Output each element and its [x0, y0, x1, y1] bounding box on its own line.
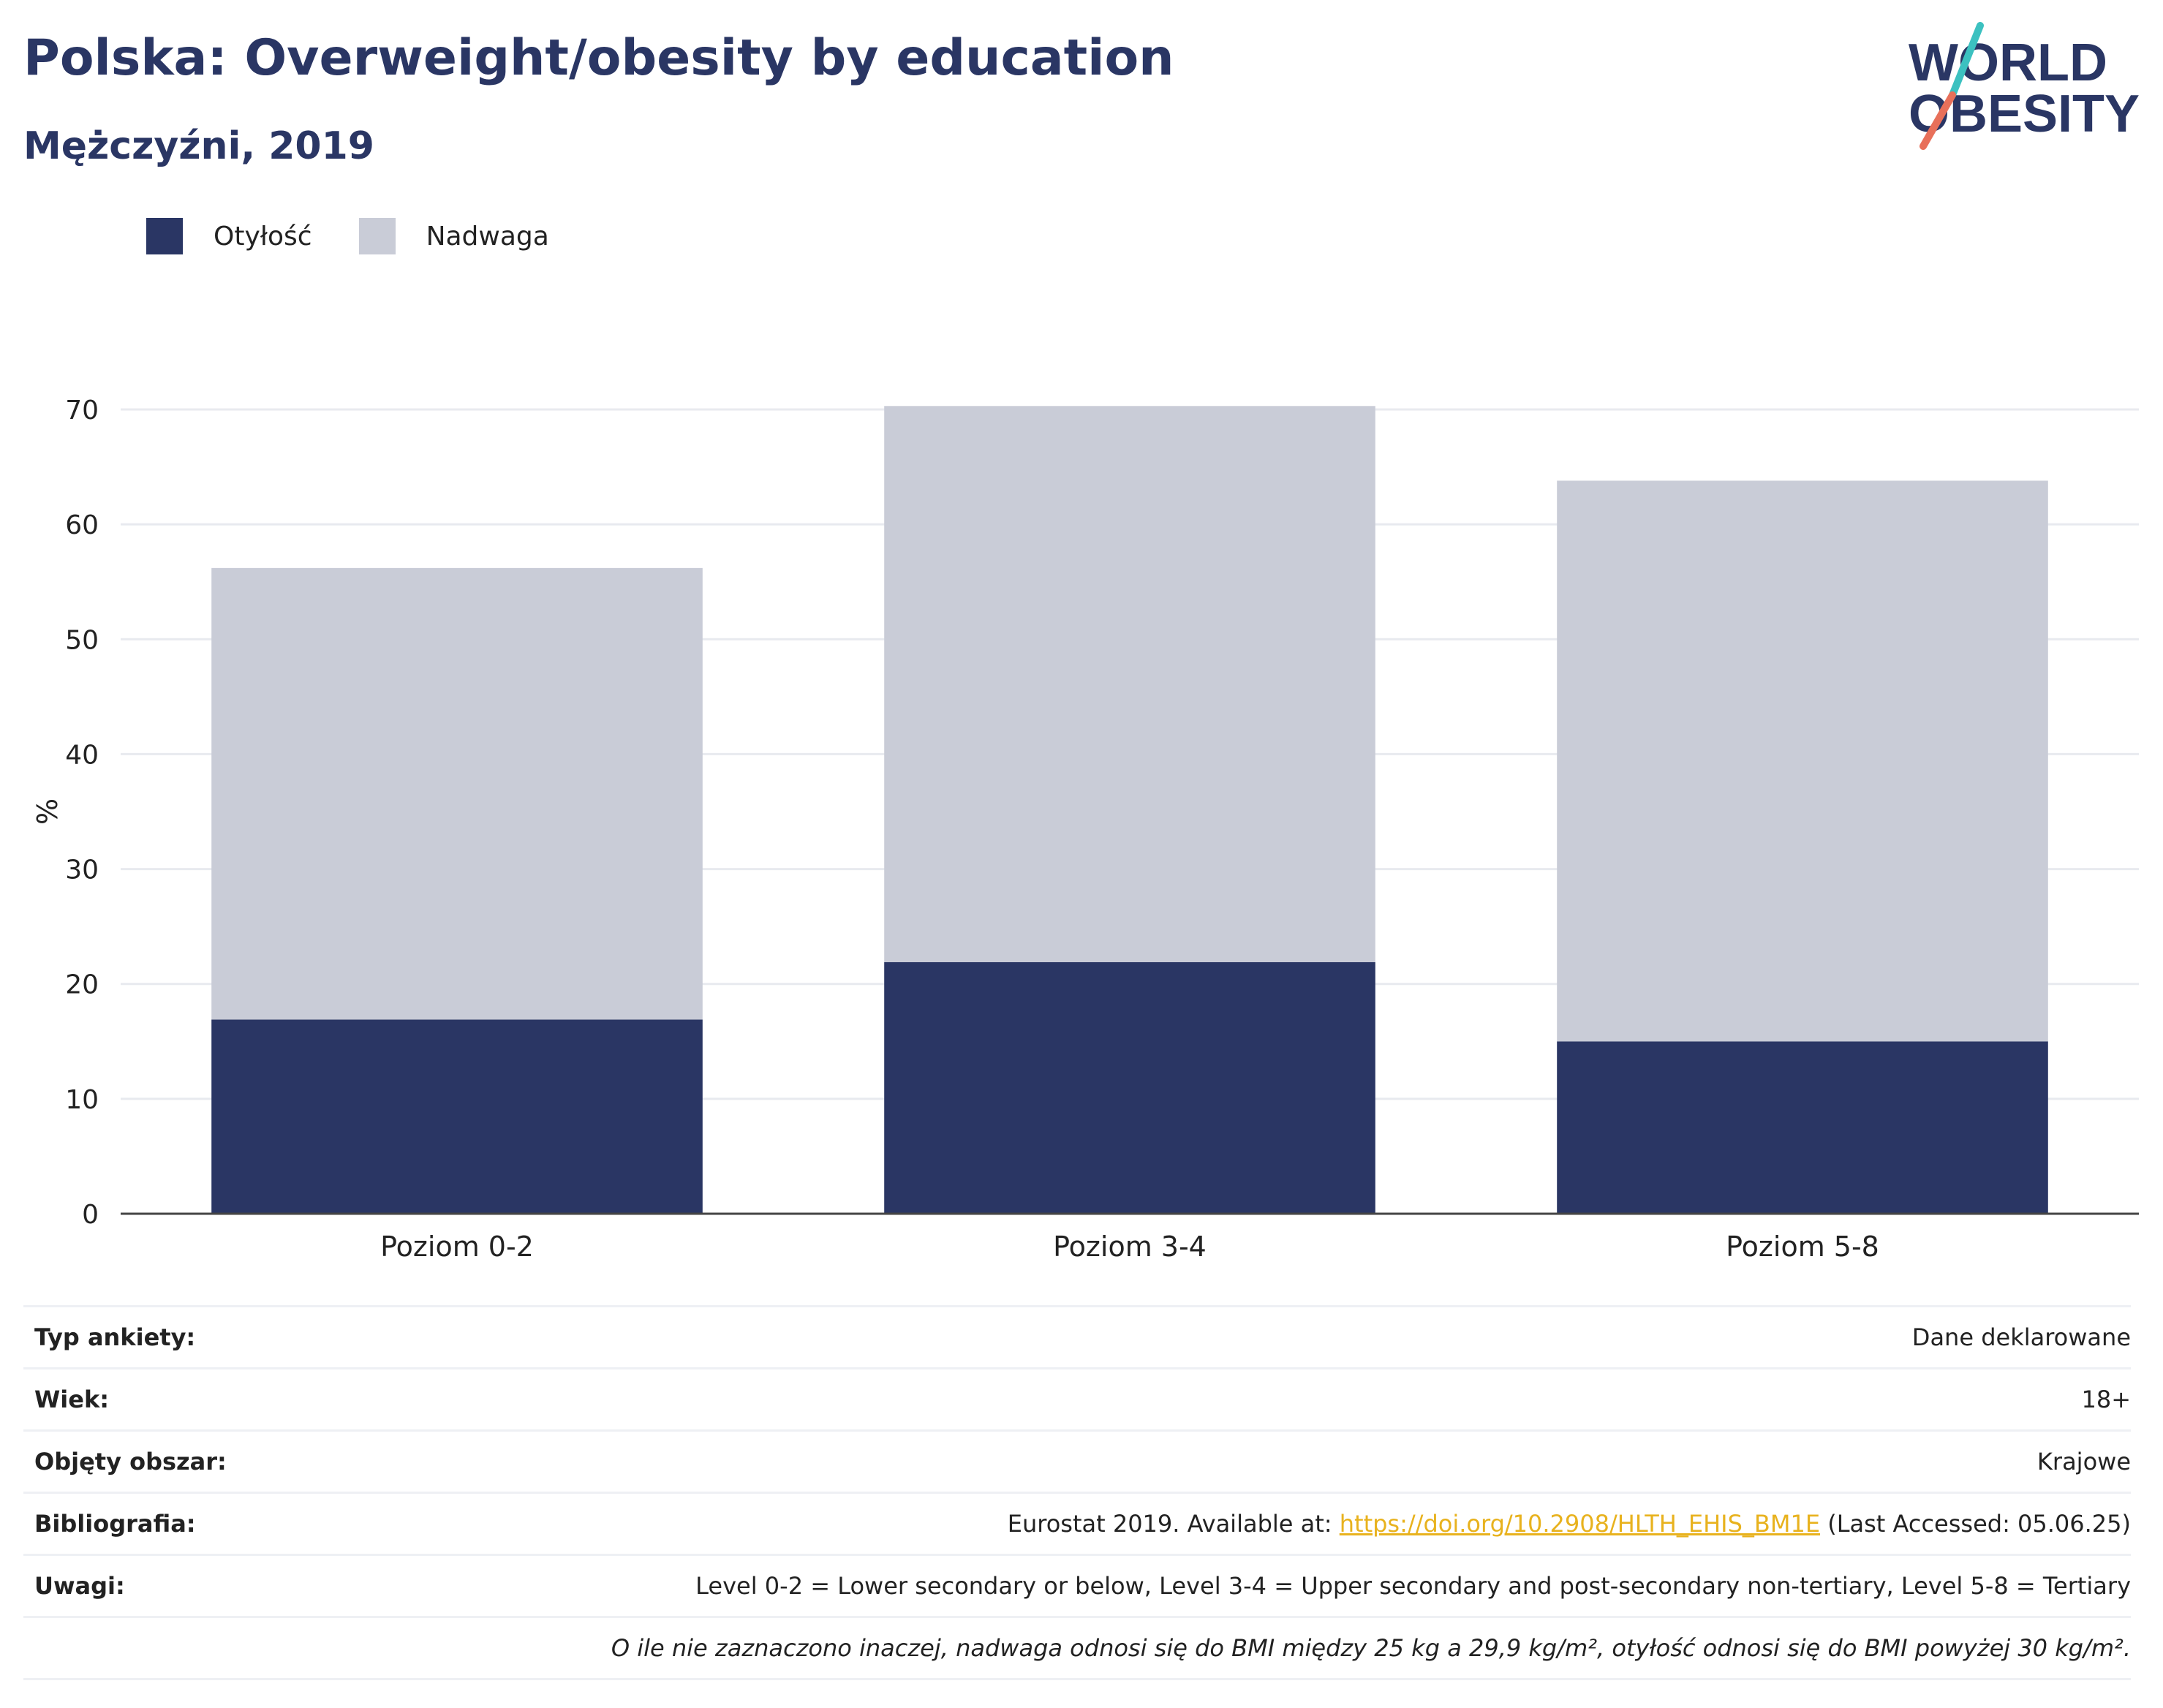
bar-overweight-1: [211, 567, 703, 1020]
bar-obesity-3: [1557, 1041, 2048, 1214]
bar-obesity-1: [211, 1019, 703, 1214]
y-tick-label: 60: [65, 510, 99, 540]
stacked-bar-chart: 0 10 20 30 40 50 60 70% Poziom 0-2 Poziom 3-4 Pozi…: [31, 396, 2139, 1263]
info-row-notes: Uwagi: Level 0-2 = Lower secondary or be…: [23, 1554, 2131, 1616]
info-row-survey: Typ ankiety: Dane deklarowane: [23, 1305, 2131, 1367]
x-tick-label: Poziom 0-2: [380, 1231, 534, 1263]
info-table: Typ ankiety: Dane deklarowane Wiek: 18+ …: [23, 1305, 2131, 1680]
notes-value: Level 0-2 = Lower secondary or below, Le…: [695, 1572, 2131, 1600]
info-row-footnote: O ile nie zaznaczono inaczej, nadwaga od…: [23, 1616, 2131, 1680]
chart-title: Polska: Overweight/obesity by education: [23, 29, 1174, 87]
legend-label-overweight: Nadwaga: [426, 221, 549, 252]
legend-item-overweight: Nadwaga: [358, 218, 549, 254]
y-tick-label: 10: [65, 1085, 99, 1115]
x-tick-label: Poziom 5-8: [1726, 1231, 1879, 1263]
chart-legend: Otyłość Nadwaga: [146, 218, 596, 254]
y-tick-label: 50: [65, 625, 99, 655]
area-label: Objęty obszar:: [34, 1448, 227, 1475]
world-obesity-logo: WORLD OBESITY: [1909, 22, 2140, 150]
age-value: 18+: [2081, 1386, 2131, 1413]
chart-subtitle: Mężczyźni, 2019: [23, 124, 374, 168]
y-axis-label: %: [31, 798, 64, 825]
legend-label-obesity: Otyłość: [214, 221, 312, 252]
bar-obesity-2: [884, 961, 1375, 1214]
legend-item-obesity: Otyłość: [146, 218, 312, 254]
footnote-text: O ile nie zaznaczono inaczej, nadwaga od…: [611, 1634, 2131, 1662]
bibliography-suffix: (Last Accessed: 05.06.25): [1820, 1510, 2131, 1538]
bibliography-label: Bibliografia:: [34, 1510, 196, 1538]
bar-overweight-3: [1557, 480, 2048, 1042]
bibliography-link[interactable]: https://doi.org/10.2908/HLTH_EHIS_BM1E: [1339, 1510, 1821, 1538]
bibliography-value: Eurostat 2019. Available at: https://doi…: [1008, 1510, 2131, 1538]
notes-label: Uwagi:: [34, 1572, 125, 1600]
legend-swatch-overweight: [358, 218, 396, 254]
y-tick-label: 0: [82, 1200, 99, 1230]
area-value: Krajowe: [2036, 1448, 2131, 1475]
age-label: Wiek:: [34, 1386, 110, 1413]
y-tick-label: 70: [65, 396, 99, 426]
bar-overweight-2: [884, 406, 1375, 962]
info-row-age: Wiek: 18+: [23, 1367, 2131, 1429]
y-tick-label: 40: [65, 740, 99, 770]
y-tick-label: 20: [65, 970, 99, 1000]
x-tick-label: Poziom 3-4: [1053, 1231, 1207, 1263]
bibliography-prefix: Eurostat 2019. Available at:: [1007, 1510, 1340, 1538]
survey-type-value: Dane deklarowane: [1911, 1323, 2131, 1351]
legend-swatch-obesity: [146, 218, 183, 254]
logo-line2: OBESITY: [1909, 85, 2140, 143]
logo-line1: WORLD: [1909, 34, 2107, 92]
survey-type-label: Typ ankiety:: [34, 1323, 196, 1351]
info-row-area: Objęty obszar: Krajowe: [23, 1429, 2131, 1492]
info-row-bibliography: Bibliografia: Eurostat 2019. Available a…: [23, 1492, 2131, 1554]
y-tick-label: 30: [65, 855, 99, 885]
